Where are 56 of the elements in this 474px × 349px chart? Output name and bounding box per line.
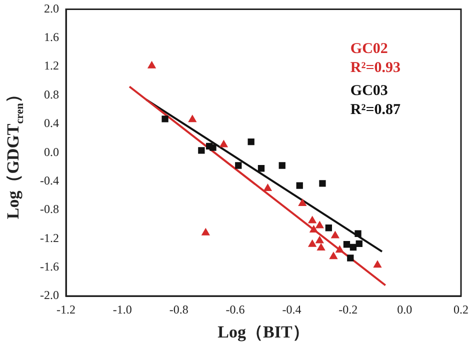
x-tick-label: -0.6: [226, 302, 245, 316]
x-tick-label: -0.8: [169, 302, 188, 316]
point: [258, 165, 265, 172]
y-tick-label: 1.6: [44, 30, 59, 44]
y-axis-title: Log（GDGTcren）: [3, 86, 26, 220]
annotation: R²=0.87: [350, 102, 402, 118]
point: [317, 243, 326, 250]
point: [336, 246, 344, 253]
point: [298, 199, 306, 206]
point: [148, 61, 156, 68]
point: [354, 230, 362, 237]
y-tick-label: 1.2: [44, 58, 59, 73]
y-tick-label: -2.0: [40, 288, 59, 302]
point: [210, 144, 216, 151]
point: [296, 182, 303, 189]
y-tick-label: 0.8: [44, 87, 59, 102]
x-tick-label: -1.2: [56, 302, 76, 316]
y-tick-label: 0.0: [44, 144, 59, 159]
point: [198, 147, 205, 154]
point: [278, 162, 286, 169]
point: [325, 224, 332, 232]
annotation: R²=0.93: [350, 60, 401, 76]
y-tick-label: 2.0: [44, 1, 59, 16]
x-tick-label: -0.4: [282, 302, 302, 316]
point: [188, 115, 196, 122]
y-tick-label: 0.4: [44, 116, 59, 130]
x-tick-label: 0.2: [454, 302, 468, 316]
point: [264, 184, 272, 191]
x-tick-label: -0.2: [338, 302, 358, 316]
point: [248, 138, 254, 146]
y-tick-label: -1.2: [40, 230, 59, 245]
point: [350, 244, 357, 251]
point: [316, 236, 324, 244]
point: [343, 241, 350, 248]
point: [310, 226, 318, 233]
x-tick-label: -1.0: [112, 302, 132, 316]
point: [347, 254, 354, 262]
point: [308, 240, 316, 247]
y-tick-label: -0.4: [40, 173, 59, 188]
point: [356, 240, 362, 247]
point: [162, 116, 168, 122]
point: [319, 180, 326, 187]
text: GC02: [350, 41, 388, 58]
text: GC03: [350, 83, 388, 100]
x-axis-title: Log（BIT）: [218, 322, 310, 342]
point: [374, 260, 382, 268]
x-tick-label: 0.0: [397, 302, 412, 316]
y-tick-label: -0.8: [40, 202, 59, 216]
point: [220, 140, 228, 148]
point: [316, 221, 324, 228]
point: [202, 228, 210, 236]
point: [331, 231, 340, 238]
point: [235, 162, 242, 169]
point: [308, 216, 316, 224]
point: [330, 252, 338, 260]
y-tick-label: -1.6: [40, 259, 59, 274]
